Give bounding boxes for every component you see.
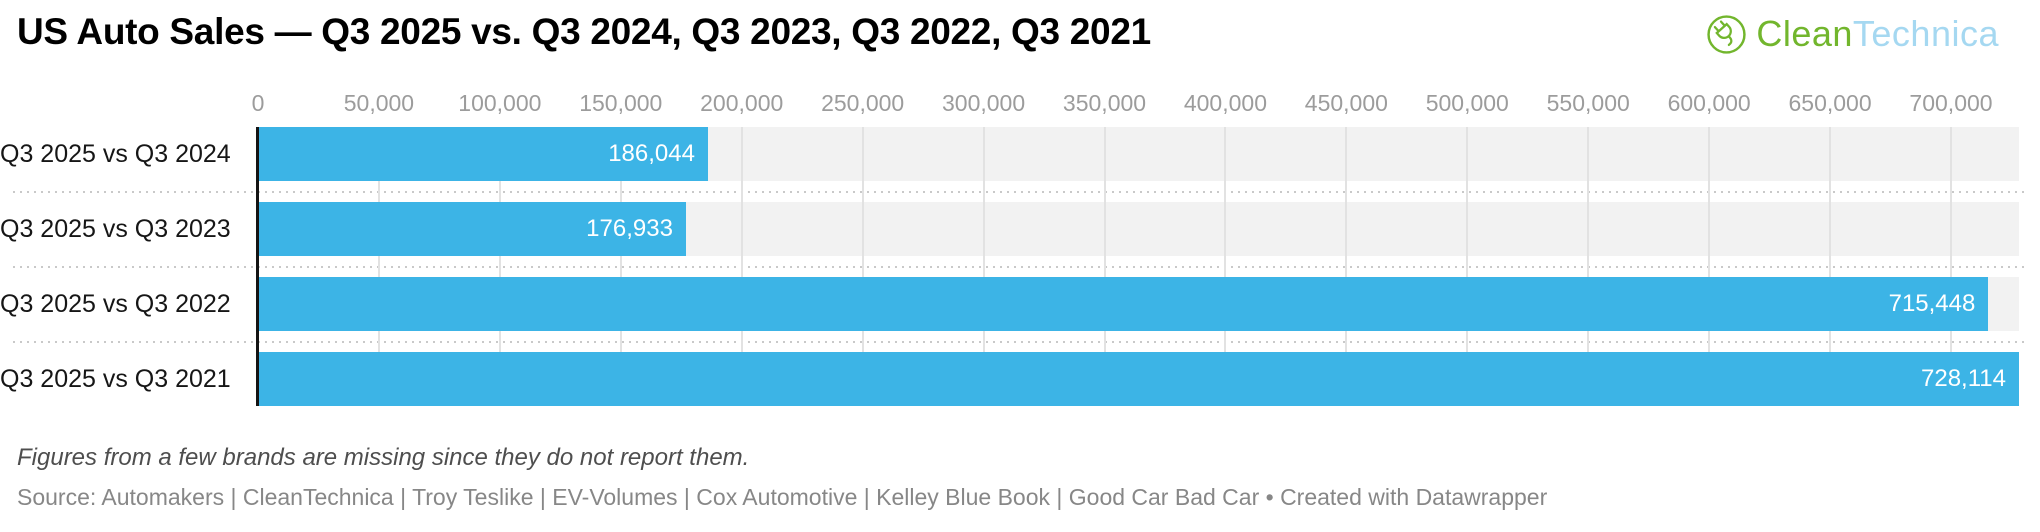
bar[interactable]: 186,044: [258, 127, 708, 181]
x-gridline: [498, 127, 501, 406]
x-axis-tick-labels: 0 50,000 100,000 150,000 200,000 250,000 300,0…: [252, 90, 2019, 116]
bar-track: 186,044: [258, 127, 2019, 181]
x-gridline: [1708, 127, 1711, 406]
bar-value-label: 715,448: [1888, 290, 1976, 317]
x-gridline: [1103, 127, 1106, 406]
bar[interactable]: 715,448: [258, 277, 1989, 331]
plug-in-circle-icon: [1706, 14, 1747, 55]
x-gridline: [1224, 127, 1227, 406]
logo-text-technica: Technica: [1852, 13, 1999, 54]
x-gridline: [1587, 127, 1590, 406]
dotted-row-separator: [13, 265, 2028, 268]
x-axis-tick-label: 650,000: [1788, 90, 1872, 116]
x-gridline: [982, 127, 985, 406]
x-axis-tick-label: 100,000: [458, 90, 542, 116]
x-gridline: [1466, 127, 1469, 406]
x-gridline: [1829, 127, 1832, 406]
chart-footnote: Figures from a few brands are missing si…: [17, 444, 750, 471]
y-axis-category-label: Q3 2025 vs Q3 2022: [0, 290, 231, 318]
x-gridline: [377, 127, 380, 406]
x-axis-tick-label: 700,000: [1909, 90, 1993, 116]
bar[interactable]: 176,933: [258, 202, 686, 256]
plot-area: 186,044 176,933 715,448 728,114: [256, 127, 2019, 406]
dotted-row-separator: [13, 190, 2028, 193]
dotted-row-separator: [13, 340, 2028, 343]
bar-value-label: 186,044: [608, 140, 695, 167]
bar-track: 176,933: [258, 202, 2019, 256]
y-axis-category-labels: Q3 2025 vs Q3 2024 Q3 2025 vs Q3 2023 Q3 2…: [0, 127, 240, 406]
x-axis-tick-label: 400,000: [1183, 90, 1267, 116]
y-axis-category-label: Q3 2025 vs Q3 2021: [0, 365, 231, 393]
y-axis-category-label: Q3 2025 vs Q3 2023: [0, 215, 231, 243]
bar-track: 715,448: [258, 277, 2019, 331]
x-axis-tick-label: 250,000: [821, 90, 905, 116]
chart-source-line: Source: Automakers | CleanTechnica | Tro…: [17, 484, 1548, 510]
bar[interactable]: 728,114: [258, 352, 2019, 406]
x-axis-tick-label: 350,000: [1062, 90, 1147, 116]
x-gridline: [1950, 127, 1952, 406]
x-axis-tick-label: 300,000: [941, 90, 1026, 116]
bar-track: 728,114: [258, 352, 2019, 406]
logo-wordmark: CleanTechnica: [1756, 13, 1999, 55]
x-axis-tick-label: 0: [251, 90, 265, 116]
x-axis-tick-label: 450,000: [1304, 90, 1388, 116]
bar-value-label: 728,114: [1921, 365, 2006, 392]
x-axis-tick-label: 600,000: [1667, 90, 1751, 116]
zero-axis-line: [256, 127, 259, 406]
x-gridline: [1345, 127, 1348, 406]
chart-title: US Auto Sales — Q3 2025 vs. Q3 2024, Q3 …: [17, 11, 1151, 52]
x-gridline: [740, 127, 743, 406]
cleantechnica-logo[interactable]: CleanTechnica: [1706, 13, 1999, 55]
x-axis-tick-label: 50,000: [343, 90, 415, 116]
bar-value-label: 176,933: [586, 215, 673, 242]
x-gridline: [619, 127, 622, 406]
x-axis-tick-label: 200,000: [700, 90, 784, 116]
x-axis-tick-label: 150,000: [579, 90, 663, 116]
x-gridline: [861, 127, 864, 406]
y-axis-category-label: Q3 2025 vs Q3 2024: [0, 140, 231, 168]
x-axis-tick-label: 550,000: [1546, 90, 1630, 116]
logo-text-clean: Clean: [1756, 13, 1853, 54]
x-axis-tick-label: 500,000: [1425, 90, 1509, 116]
